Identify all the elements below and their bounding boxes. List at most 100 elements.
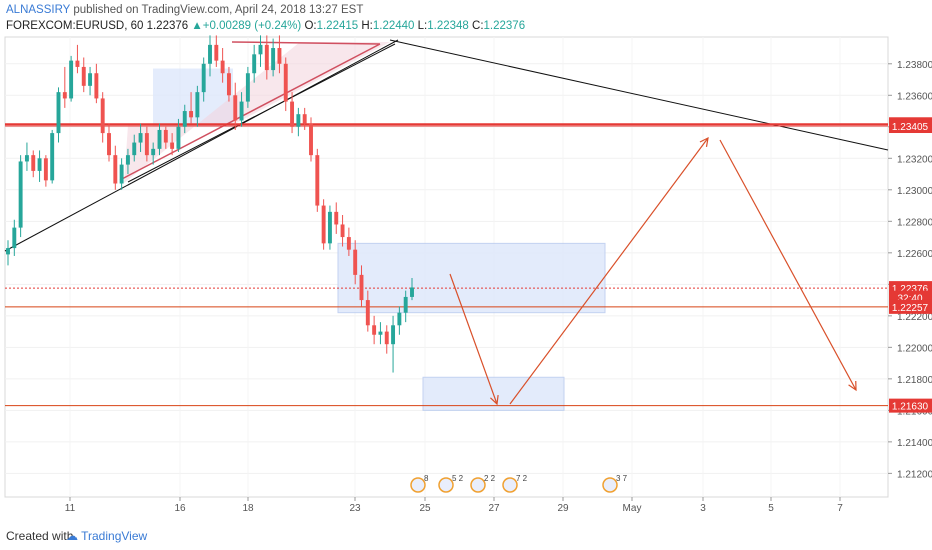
candle-body <box>315 155 320 206</box>
candle-body <box>208 44 212 64</box>
candle-body <box>69 60 74 99</box>
close-value: 1.22376 <box>483 20 526 32</box>
created-with-text: Created with <box>6 529 74 543</box>
candle-body <box>327 211 332 244</box>
x-tick-label: 25 <box>419 503 431 514</box>
candle-body <box>94 73 99 99</box>
brand-label: TradingView <box>81 529 148 543</box>
y-tick-label: 1.22200 <box>897 312 932 323</box>
candle-body <box>214 44 219 61</box>
y-tick-label: 1.23000 <box>897 186 932 197</box>
candle-body <box>239 101 244 121</box>
candle-body <box>309 123 313 156</box>
y-tick-label: 1.21200 <box>897 469 932 480</box>
x-tick-label: 11 <box>65 503 76 514</box>
trendline <box>119 43 381 181</box>
chart-header: ALNASSIRY published on TradingView.com, … <box>0 0 932 36</box>
candle-body <box>233 95 238 121</box>
price-label: 32:40 <box>897 294 922 305</box>
x-tick-label: 16 <box>174 503 186 514</box>
trendline <box>389 39 889 151</box>
event-count: 2 2 <box>484 474 496 483</box>
up-arrow-icon: ▲ <box>191 20 203 32</box>
event-flag-icon <box>410 477 426 493</box>
candle-body <box>372 325 377 335</box>
y-tick-label: 1.23600 <box>897 91 932 102</box>
candle-body <box>245 73 250 102</box>
high-value: 1.22440 <box>372 20 415 32</box>
low-label: L: <box>417 20 428 32</box>
candle-body <box>391 325 396 345</box>
candle-body <box>195 92 200 118</box>
event-count: 8 <box>424 474 429 483</box>
candle-body <box>359 274 364 301</box>
high-label: H: <box>361 20 373 32</box>
candle-body <box>56 92 61 134</box>
author-link[interactable]: ALNASSIRY <box>6 4 71 16</box>
candle-body <box>24 155 29 162</box>
candle-body <box>346 237 351 250</box>
low-value: 1.22348 <box>427 20 469 32</box>
symbol-label[interactable]: FOREXCOM:EURUSD, 60 <box>6 20 144 32</box>
trendline <box>4 39 399 252</box>
candle-body <box>226 73 231 96</box>
candle-body <box>264 44 269 71</box>
event-flag-icon <box>502 477 518 493</box>
y-tick-label: 1.22800 <box>897 217 932 228</box>
candle-body <box>353 249 358 275</box>
tradingview-logo-icon[interactable]: ☁ TradingView <box>66 529 148 543</box>
candle-body <box>75 60 80 67</box>
candle-body <box>119 164 124 184</box>
x-tick-label: 23 <box>349 503 361 514</box>
trendline <box>127 43 396 183</box>
candle-body <box>43 158 48 181</box>
candle-body <box>397 312 402 326</box>
candle-body <box>107 133 111 156</box>
event-flag-icon <box>470 477 486 493</box>
x-tick-label: May <box>623 503 642 514</box>
candle-body <box>125 155 130 165</box>
candle-body <box>220 60 225 74</box>
candle-body <box>50 133 55 181</box>
candle-body <box>18 161 23 228</box>
arrow-head <box>490 394 499 406</box>
event-count: 3 7 <box>616 474 628 483</box>
candle-body <box>378 331 383 335</box>
projection-arrow <box>719 139 857 391</box>
price-chart[interactable]: 1.238001.236001.234001.232001.230001.228… <box>0 0 932 526</box>
last-price: 1.22376 <box>146 20 189 32</box>
candle-body <box>403 296 408 313</box>
candle-body <box>283 63 288 102</box>
candle-body <box>88 73 93 86</box>
arrow-head <box>848 380 857 392</box>
close-label: C: <box>472 20 484 32</box>
price-label: 1.23405 <box>892 122 929 133</box>
price-label-box <box>889 299 932 314</box>
open-label: O: <box>304 20 317 32</box>
y-tick-label: 1.22600 <box>897 249 932 260</box>
price-label-box <box>889 119 932 134</box>
candle-body <box>138 133 143 143</box>
x-tick-label: 27 <box>488 503 500 514</box>
candle-body <box>6 248 10 255</box>
x-tick-label: 7 <box>837 503 843 514</box>
y-tick-label: 1.22000 <box>897 343 932 354</box>
candle-body <box>277 48 282 64</box>
price-label: 1.22257 <box>892 303 929 314</box>
candle-body <box>113 155 118 184</box>
candle-body <box>271 48 276 71</box>
publish-line: ALNASSIRY published on TradingView.com, … <box>6 4 363 16</box>
candle-body <box>410 287 414 297</box>
x-tick-label: 5 <box>768 503 774 514</box>
price-label: 1.22376 <box>892 284 929 295</box>
shaded-zone <box>337 242 606 314</box>
candle-body <box>62 92 67 99</box>
event-count: 5 2 <box>452 474 464 483</box>
footer: Created with ☁ TradingView <box>0 526 932 550</box>
y-tick-label: 1.23800 <box>897 60 932 71</box>
x-tick-label: 3 <box>700 503 706 514</box>
candle-body <box>189 111 194 118</box>
x-tick-label: 18 <box>242 503 254 514</box>
price-label-box <box>889 398 932 413</box>
candle-body <box>81 66 86 86</box>
